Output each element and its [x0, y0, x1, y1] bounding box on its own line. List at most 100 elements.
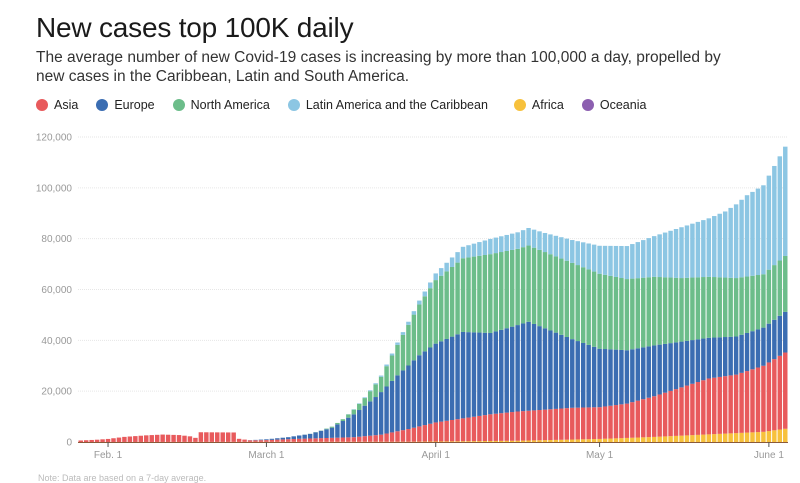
bar-stack — [78, 440, 83, 442]
bar-segment-asia — [712, 377, 717, 435]
bar-segment-north-america — [389, 355, 395, 381]
bar-segment-north-america — [701, 277, 706, 339]
bar-segment-europe — [515, 325, 520, 412]
bar-segment-north-america — [750, 275, 755, 332]
bar-segment-africa — [722, 433, 728, 442]
bar-segment-latin-america-and-the-caribbean — [384, 364, 389, 367]
bar-stack — [302, 434, 307, 442]
bar-segment-europe — [264, 439, 269, 441]
bar-segment-north-america — [515, 248, 520, 326]
bar-segment-latin-america-and-the-caribbean — [362, 397, 367, 399]
bar-segment-africa — [531, 440, 537, 442]
bar-segment-latin-america-and-the-caribbean — [766, 175, 772, 270]
bar-segment-africa — [449, 441, 455, 442]
bar-segment-asia — [477, 415, 482, 442]
bar-segment-north-america — [772, 265, 777, 320]
bar-stack — [406, 321, 411, 442]
bar-segment-africa — [717, 433, 722, 442]
bar-segment-north-america — [504, 250, 509, 329]
bar-segment-north-america — [340, 419, 346, 422]
bar-segment-asia — [520, 411, 526, 441]
bar-segment-asia — [406, 429, 411, 442]
bar-segment-europe — [296, 435, 302, 439]
bar-segment-europe — [357, 410, 362, 437]
bar-segment-north-america — [739, 277, 744, 335]
bar-segment-africa — [613, 438, 619, 442]
bar-stack — [766, 175, 772, 442]
bar-segment-europe — [712, 337, 717, 378]
bar-segment-asia — [209, 432, 215, 442]
bar-stack — [761, 185, 766, 442]
bar-segment-africa — [499, 440, 504, 442]
bar-segment-north-america — [684, 277, 690, 341]
bar-stack — [127, 436, 133, 442]
bar-segment-europe — [384, 386, 389, 434]
bar-segment-latin-america-and-the-caribbean — [591, 244, 597, 272]
bar-stack — [712, 216, 717, 442]
bar-segment-north-america — [384, 366, 389, 387]
legend-label-europe: Europe — [114, 98, 155, 112]
bar-segment-asia — [428, 423, 433, 442]
bar-segment-asia — [182, 435, 187, 442]
bar-segment-north-america — [744, 276, 750, 333]
bar-segment-europe — [766, 323, 772, 363]
bar-segment-north-america — [466, 257, 471, 333]
bar-segment-asia — [570, 407, 575, 440]
bar-segment-latin-america-and-the-caribbean — [357, 403, 362, 404]
bar-stack — [777, 156, 783, 442]
bar-segment-north-america — [471, 256, 477, 333]
bar-segment-latin-america-and-the-caribbean — [559, 237, 564, 259]
bar-segment-north-america — [400, 334, 406, 371]
bar-segment-europe — [258, 439, 264, 441]
bar-segment-asia — [400, 430, 406, 442]
bar-segment-latin-america-and-the-caribbean — [695, 221, 701, 278]
bar-segment-europe — [651, 345, 657, 397]
bar-segment-asia — [89, 439, 94, 442]
bar-stack — [411, 311, 417, 442]
bar-segment-asia — [733, 374, 739, 434]
bar-segment-africa — [772, 430, 777, 442]
bar-segment-africa — [635, 437, 641, 442]
bar-stack — [750, 191, 755, 442]
bar-segment-europe — [575, 341, 580, 408]
bar-segment-asia — [646, 397, 651, 438]
bar-segment-asia — [542, 409, 548, 441]
bar-segment-africa — [657, 436, 662, 442]
bar-stack — [717, 213, 722, 442]
bar-segment-africa — [630, 437, 635, 442]
bar-stack — [548, 234, 553, 442]
bar-segment-asia — [684, 385, 690, 436]
bar-stack — [182, 435, 187, 442]
bar-segment-north-america — [570, 262, 575, 340]
y-tick-label: 40,000 — [41, 336, 72, 347]
bar-segment-north-america — [580, 267, 586, 343]
bar-segment-europe — [646, 346, 651, 398]
bar-segment-europe — [351, 414, 357, 438]
bar-stack — [772, 165, 777, 442]
bar-stack — [531, 229, 537, 442]
bar-segment-africa — [684, 435, 690, 442]
bar-stack — [335, 422, 340, 442]
legend-swatch-oceania — [581, 99, 594, 111]
bar-segment-africa — [602, 438, 608, 442]
bar-segment-europe — [329, 427, 335, 438]
bar-stack — [160, 434, 165, 442]
bar-segment-europe — [630, 349, 635, 403]
bar-stack — [499, 236, 504, 442]
bar-segment-africa — [712, 434, 717, 442]
x-tick-label: March 1 — [248, 450, 285, 461]
bar-stack — [296, 435, 302, 442]
bar-stack — [209, 432, 215, 442]
bar-segment-north-america — [406, 324, 411, 366]
bar-segment-asia — [204, 432, 209, 442]
bar-segment-europe — [728, 336, 733, 376]
bar-segment-asia — [94, 439, 100, 442]
bar-stack — [455, 252, 460, 442]
bar-stack — [744, 195, 750, 442]
bar-segment-europe — [772, 319, 777, 360]
bar-segment-asia — [515, 411, 520, 441]
bar-segment-north-america — [755, 275, 761, 330]
bar-segment-latin-america-and-the-caribbean — [537, 231, 542, 250]
legend-item-latin-america: Latin America and the Caribbean — [287, 98, 488, 112]
bar-segment-asia — [668, 390, 673, 437]
